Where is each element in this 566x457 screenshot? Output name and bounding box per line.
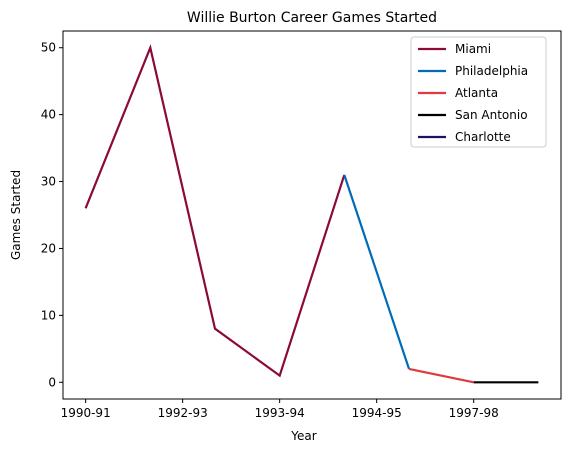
x-tick-label: 1994-95 <box>352 406 402 420</box>
y-tick-label: 10 <box>41 308 56 322</box>
legend: Miami Philadelphia Atlanta San Antonio Charl… <box>410 36 547 148</box>
legend-label: Charlotte <box>455 130 511 144</box>
y-axis-label: Games Started <box>9 170 23 260</box>
chart-title: Willie Burton Career Games Started <box>187 10 437 26</box>
series-line-philadelphia <box>343 174 411 370</box>
x-tick-label: 1993-94 <box>255 406 305 420</box>
x-axis-label: Year <box>290 429 316 443</box>
y-tick-label: 0 <box>48 375 56 389</box>
legend-frame <box>410 36 547 148</box>
x-tick-label: 1990-91 <box>61 406 111 420</box>
y-tick-label: 40 <box>41 108 56 122</box>
plot-frame <box>62 30 562 400</box>
y-tick-label: 50 <box>41 41 56 55</box>
x-tick-label: 1992-93 <box>158 406 208 420</box>
series-line-miami <box>84 44 346 378</box>
y-tick-label: 20 <box>41 241 56 255</box>
legend-label: Philadelphia <box>455 64 528 78</box>
legend-label: San Antonio <box>455 108 528 122</box>
x-tick-label: 1997-98 <box>449 406 499 420</box>
y-tick-label: 30 <box>41 175 56 189</box>
legend-label: Miami <box>455 42 491 56</box>
legend-label: Atlanta <box>455 86 498 100</box>
series-line-atlanta <box>408 367 474 384</box>
